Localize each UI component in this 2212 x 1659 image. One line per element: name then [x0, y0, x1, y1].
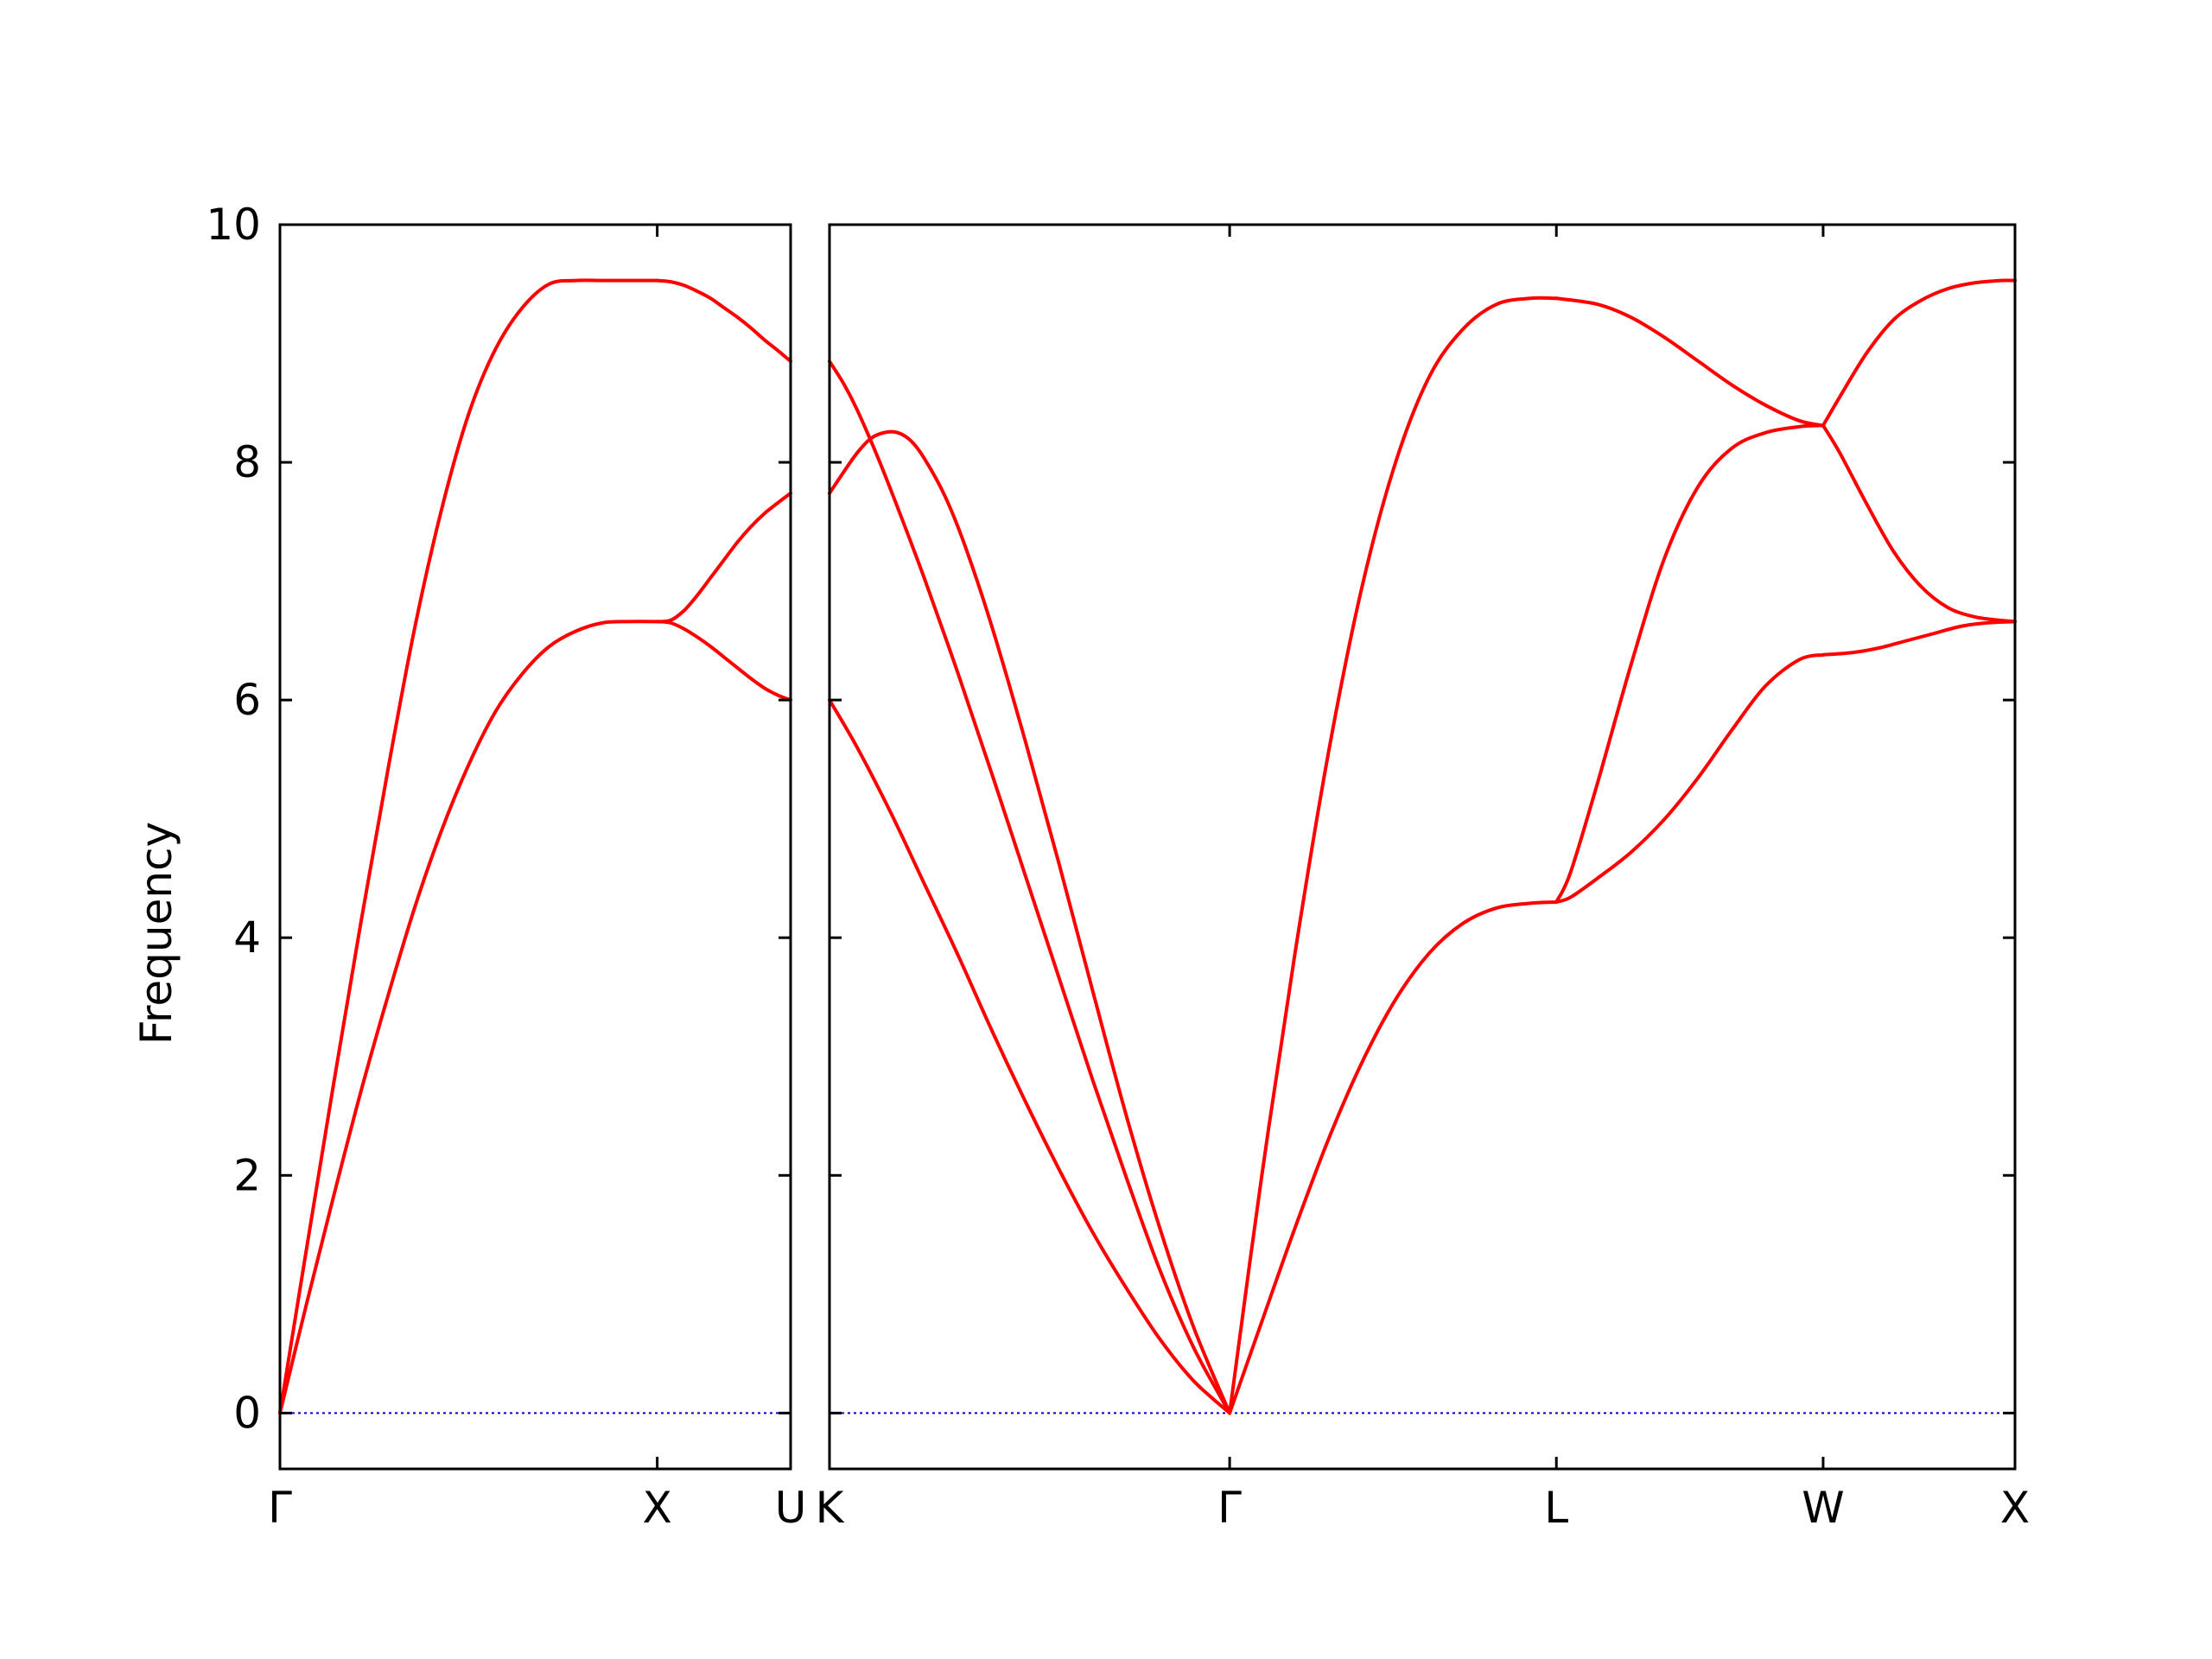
plot-panels: 0 2 4 6 8 10 Γ X U K Γ L W X [206, 200, 2030, 1533]
band-line-2-10 [1821, 423, 2017, 624]
x-tick-label: Γ [268, 1483, 292, 1533]
band-line-2-1 [828, 698, 1232, 1415]
band-line-1-1 [278, 620, 659, 1415]
y-tick-label: 6 [233, 675, 261, 725]
band-line-2-7 [1554, 423, 1825, 904]
band-line-2-8 [1554, 296, 1825, 428]
y-axis-title: Frequency [131, 822, 181, 1045]
band-line-1-5 [655, 278, 792, 364]
y-tick-label: 0 [233, 1388, 261, 1438]
plot-frame [278, 223, 792, 1471]
band-line-2-2 [828, 359, 1232, 1415]
band-line-2-11 [1821, 278, 2017, 428]
x-tick-label: Γ [1217, 1483, 1242, 1533]
band-line-2-3 [828, 429, 1232, 1415]
band-line-2-9 [1821, 620, 2017, 657]
y-tick-label: 10 [206, 200, 261, 250]
y-tick-label: 2 [233, 1150, 261, 1200]
band-line-1-4 [655, 620, 792, 702]
band-line-1-3 [655, 491, 792, 624]
y-tick-label: 8 [233, 437, 261, 487]
x-tick-label: X [642, 1483, 671, 1533]
band-line-1-2 [278, 278, 659, 1415]
band-line-2-6 [1554, 652, 1825, 904]
x-tick-label: L [1544, 1483, 1568, 1533]
band-line-2-5 [1228, 296, 1559, 1415]
x-tick-label: X [2000, 1483, 2030, 1533]
panel-1: 0 2 4 6 8 10 Γ X U [206, 200, 806, 1533]
band-line-2-4 [1228, 899, 1559, 1415]
x-tick-label: U [775, 1483, 807, 1533]
x-tick-label: K [816, 1483, 845, 1533]
x-tick-label: W [1802, 1483, 1844, 1533]
plot-frame [828, 223, 2017, 1471]
y-tick-label: 4 [233, 912, 261, 963]
